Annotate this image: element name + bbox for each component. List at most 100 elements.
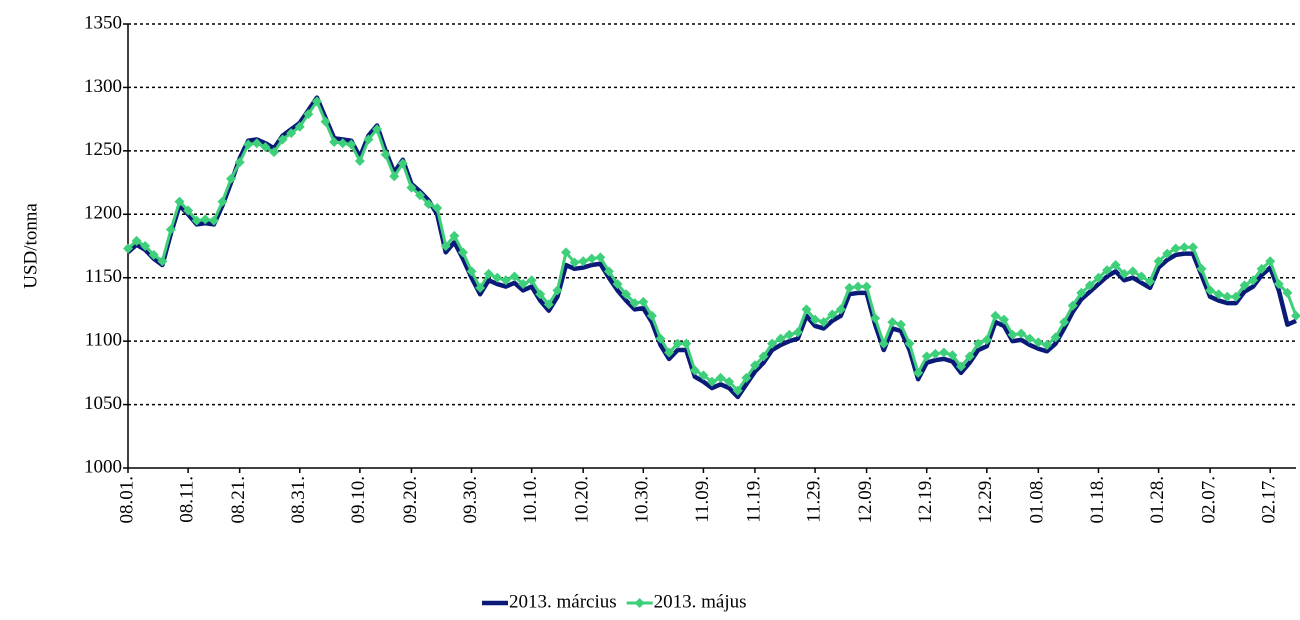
marker (1162, 248, 1173, 259)
marker (363, 134, 374, 145)
marker (1196, 263, 1207, 274)
marker (956, 361, 967, 372)
marker (234, 157, 245, 168)
marker (758, 351, 769, 362)
y-tick-label: 1350 (84, 12, 122, 33)
y-tick-label: 1000 (84, 456, 122, 477)
marker (887, 317, 898, 328)
marker (269, 147, 279, 158)
x-tick-label: 09.20. (400, 476, 421, 524)
marker (217, 196, 228, 207)
marker (595, 252, 606, 263)
x-tick-label: 12.09. (855, 476, 876, 524)
y-tick-label: 1250 (84, 139, 122, 160)
marker (895, 319, 906, 330)
y-axis-label: USD/tonna (20, 203, 41, 289)
marker (801, 304, 812, 315)
marker (311, 96, 322, 107)
marker (947, 350, 958, 361)
marker (1084, 280, 1095, 291)
x-tick-label: 12.29. (975, 476, 996, 524)
marker (664, 347, 675, 358)
marker (552, 285, 563, 296)
x-tick-label: 10.20. (572, 476, 593, 524)
marker (707, 376, 717, 387)
y-tick-label: 1100 (85, 330, 122, 351)
marker (346, 139, 357, 150)
marker (578, 256, 589, 267)
y-tick-label: 1150 (85, 266, 122, 287)
marker (157, 256, 168, 267)
marker (483, 268, 494, 279)
marker (1110, 260, 1121, 271)
marker (1024, 333, 1035, 344)
marker (535, 289, 546, 300)
marker (457, 247, 468, 258)
marker (741, 372, 752, 383)
y-tick-label: 1050 (84, 393, 122, 414)
marker (1041, 339, 1052, 350)
marker (1050, 332, 1061, 343)
y-tick-label: 1300 (84, 76, 122, 97)
marker (1248, 275, 1259, 286)
x-tick-label: 08.31. (288, 476, 309, 524)
marker (973, 338, 984, 349)
marker (526, 275, 537, 286)
legend-label: 2013. március (509, 591, 617, 612)
marker (131, 235, 142, 246)
marker (492, 272, 503, 283)
marker (569, 257, 580, 268)
marker (1282, 287, 1293, 298)
marker (603, 266, 614, 277)
marker (543, 299, 554, 310)
marker (191, 215, 202, 226)
marker (767, 338, 778, 349)
marker (853, 281, 863, 292)
marker (1222, 291, 1233, 302)
marker (621, 289, 632, 300)
marker (372, 124, 383, 135)
marker (1291, 310, 1300, 321)
marker (689, 365, 700, 376)
marker (320, 116, 331, 127)
marker (990, 310, 1001, 321)
series-line (126, 95, 1297, 400)
marker (1136, 271, 1147, 282)
marker (938, 347, 949, 358)
marker (1230, 291, 1241, 302)
marker (1127, 266, 1138, 277)
x-tick-label: 01.28. (1147, 476, 1168, 524)
marker (1145, 276, 1155, 287)
marker (1265, 256, 1276, 267)
marker (518, 279, 529, 290)
marker (294, 121, 305, 132)
marker (1153, 256, 1164, 267)
marker (1239, 280, 1250, 291)
marker (286, 128, 297, 139)
marker (672, 338, 683, 349)
marker (183, 205, 194, 216)
marker (1102, 265, 1113, 276)
marker (698, 370, 709, 381)
marker (981, 334, 992, 345)
marker (930, 348, 941, 359)
marker (629, 298, 640, 309)
y-tick-label: 1200 (84, 203, 122, 224)
x-tick-label: 02.17. (1259, 476, 1280, 524)
marker (732, 385, 743, 396)
marker (432, 202, 443, 213)
marker (861, 281, 872, 292)
marker (354, 156, 365, 167)
x-tick-label: 09.10. (348, 476, 369, 524)
marker (724, 376, 735, 387)
marker (1016, 328, 1027, 339)
marker (200, 214, 211, 225)
marker (999, 314, 1009, 325)
marker (277, 134, 288, 145)
x-tick-label: 09.30. (460, 476, 481, 524)
marker (878, 338, 889, 349)
marker (913, 367, 924, 378)
x-tick-label: 10.30. (632, 476, 653, 524)
marker (380, 149, 391, 160)
